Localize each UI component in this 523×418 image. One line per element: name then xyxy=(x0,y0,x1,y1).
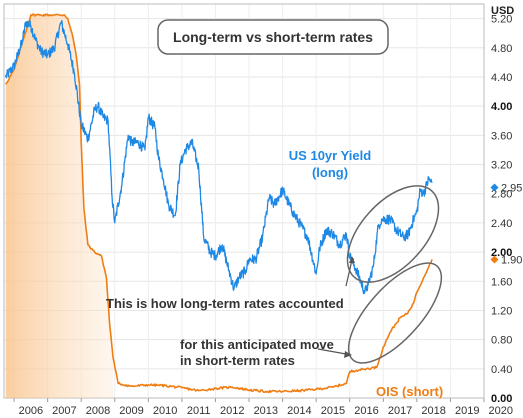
y-tick-label: 0.80 xyxy=(491,335,512,347)
y-tick-labels: 5.20 4.80 4.40 4.00 3.60 3.20 2.80 2.40 2.00 1.60… xyxy=(491,14,512,405)
last-value-marker-us10yr xyxy=(490,183,499,192)
x-tick-label: 2019 xyxy=(455,405,479,417)
chart-title: Long-term vs short-term rates xyxy=(173,29,373,45)
title-box xyxy=(157,19,389,55)
annotation-ellipse-short xyxy=(347,262,443,364)
series-line-us10yr xyxy=(5,20,433,295)
x-tick-label: 2013 xyxy=(254,405,278,417)
x-tick-label: 2014 xyxy=(287,405,311,417)
x-tick-labels: 2006 2007 2008 2009 2010 2011 2012 2013 2014 2015… xyxy=(19,405,513,417)
last-value-label-us10yr: 2.95 xyxy=(501,183,522,195)
x-tick-label: 2010 xyxy=(153,405,177,417)
last-value-label-ois: 1.90 xyxy=(501,255,522,267)
y-tick-label: 4.00 xyxy=(491,101,512,113)
y-tick-label: 5.20 xyxy=(491,14,512,26)
series-label-us10yr-line2: (long) xyxy=(312,165,348,180)
series-line-ois xyxy=(5,13,433,394)
y-tick-label: 3.60 xyxy=(491,130,512,142)
y-tick-label: 0.00 xyxy=(491,393,512,405)
x-tick-label: 2020 xyxy=(489,405,513,417)
x-tick-label: 2017 xyxy=(388,405,412,417)
plot-frame xyxy=(3,3,485,399)
y-tick-label: 2.80 xyxy=(491,189,512,201)
annotation-arrow-line-long xyxy=(345,259,353,287)
y-axis-title: USD xyxy=(491,5,514,17)
x-tick-label: 2009 xyxy=(119,405,143,417)
series-layer xyxy=(5,13,433,394)
y-tick-label: 2.00 xyxy=(491,247,512,259)
series-area-ois xyxy=(5,14,114,398)
annotation-arrow-line-short xyxy=(317,348,347,355)
y-tick-label: 1.60 xyxy=(491,276,512,288)
x-tick-label: 2006 xyxy=(19,405,43,417)
x-tick-label: 2007 xyxy=(52,405,76,417)
y-tick-label: 3.20 xyxy=(491,160,512,172)
plot-border xyxy=(3,3,485,399)
y-tick-label: 0.40 xyxy=(491,364,512,376)
annotation-long-rates: This is how long-term rates accounted xyxy=(106,296,344,311)
x-tick-label: 2018 xyxy=(421,405,445,417)
annotation-arrowhead-short xyxy=(344,351,352,358)
x-tick-label: 2012 xyxy=(220,405,244,417)
x-tick-label: 2008 xyxy=(86,405,110,417)
y-tick-label: 4.80 xyxy=(491,43,512,55)
annotation-short-move-line2: in short-term rates xyxy=(180,353,295,368)
series-label-us10yr-line1: US 10yr Yield xyxy=(289,148,371,163)
area-layer xyxy=(5,14,114,398)
x-tick-label: 2015 xyxy=(321,405,345,417)
annotation-ellipse-long xyxy=(346,185,440,283)
y-tick-label: 2.40 xyxy=(491,218,512,230)
x-tick-label: 2016 xyxy=(354,405,378,417)
last-value-marker-ois xyxy=(490,255,499,264)
y-tick-label: 1.20 xyxy=(491,305,512,317)
annotation-arrowhead-long xyxy=(349,256,355,263)
x-tick-label: 2011 xyxy=(187,405,211,417)
series-label-ois: OIS (short) xyxy=(376,384,443,399)
y-tick-label: 4.40 xyxy=(491,72,512,84)
annotation-short-move-line1: for this anticipated move xyxy=(180,337,334,352)
